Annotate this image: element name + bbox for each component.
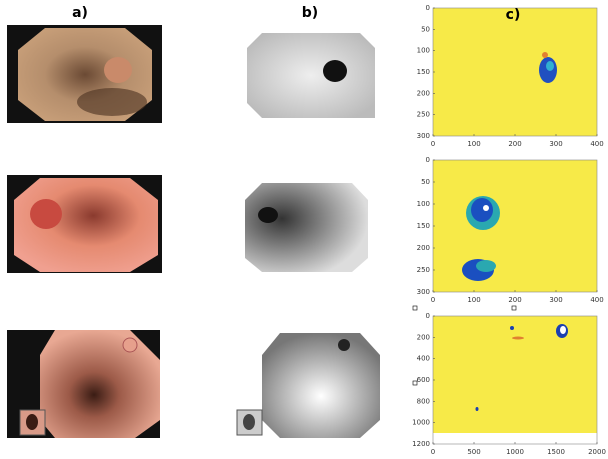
x-tick-label: 400	[590, 140, 603, 148]
grayscale-image	[245, 183, 368, 272]
endoscopy-image	[7, 175, 162, 273]
heatmap-blob	[560, 326, 566, 334]
heatmap-blob	[476, 260, 496, 272]
y-tick-label: 100	[417, 200, 430, 208]
heatmap-background	[433, 160, 597, 292]
x-tick-label: 0	[431, 448, 435, 456]
y-tick-label: 1200	[412, 440, 430, 448]
x-tick-label: 300	[549, 296, 562, 304]
x-tick-label: 1000	[506, 448, 524, 456]
x-tick-label: 500	[467, 448, 480, 456]
y-tick-label: 200	[417, 244, 430, 252]
heatmap-blob	[512, 336, 524, 340]
y-tick-label: 250	[417, 111, 430, 119]
marker	[511, 305, 517, 311]
panel-label: c)	[506, 7, 521, 23]
y-tick-label: 0	[426, 312, 430, 320]
endoscopy-image	[7, 330, 160, 438]
y-tick-label: 50	[421, 178, 430, 186]
y-tick-label: 0	[426, 4, 430, 12]
x-tick-label: 0	[431, 140, 435, 148]
y-tick-label: 600	[417, 376, 430, 384]
heatmap-blob	[546, 61, 554, 71]
x-tick-label: 1500	[547, 448, 565, 456]
grayscale-image	[247, 33, 375, 118]
panel-label: b)	[302, 5, 318, 21]
heatmap-blob	[542, 52, 548, 58]
x-tick-label: 2000	[588, 448, 606, 456]
y-tick-label: 800	[417, 397, 430, 405]
y-tick-label: 400	[417, 355, 430, 363]
y-tick-label: 300	[417, 288, 430, 296]
y-tick-label: 150	[417, 68, 430, 76]
heatmap-blob	[471, 198, 493, 222]
panel-label: a)	[72, 5, 88, 21]
x-tick-label: 200	[508, 140, 521, 148]
marker	[412, 305, 418, 311]
heatmap-blob	[510, 326, 514, 330]
x-tick-label: 100	[467, 140, 480, 148]
y-tick-label: 250	[417, 266, 430, 274]
y-tick-label: 0	[426, 156, 430, 164]
y-tick-label: 150	[417, 222, 430, 230]
x-tick-label: 0	[431, 296, 435, 304]
y-tick-label: 50	[421, 25, 430, 33]
x-tick-label: 100	[467, 296, 480, 304]
heatmap-background	[433, 316, 597, 433]
grayscale-image	[236, 333, 380, 438]
heatmap-blob	[475, 407, 479, 411]
x-tick-label: 400	[590, 296, 603, 304]
marker	[412, 380, 418, 386]
y-tick-label: 200	[417, 333, 430, 341]
x-tick-label: 300	[549, 140, 562, 148]
y-tick-label: 200	[417, 89, 430, 97]
y-tick-label: 100	[417, 47, 430, 55]
heatmap-blob	[483, 205, 489, 211]
y-tick-label: 300	[417, 132, 430, 140]
x-tick-label: 200	[508, 296, 521, 304]
y-tick-label: 1000	[412, 419, 430, 427]
endoscopy-image	[7, 25, 162, 123]
heatmap-background	[433, 8, 597, 136]
